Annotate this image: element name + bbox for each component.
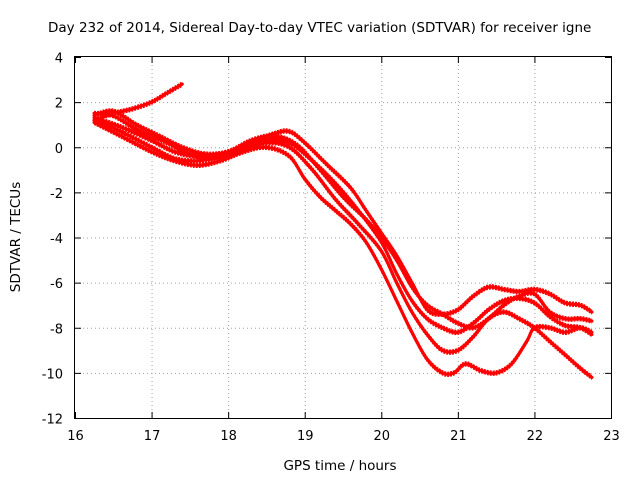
series-marks-curve-d bbox=[93, 119, 593, 338]
series-marks-curve-b bbox=[94, 110, 593, 313]
series-line-curve-f bbox=[92, 120, 594, 376]
series-marks-curve-c bbox=[93, 112, 593, 331]
series-marks-curve-c bbox=[93, 108, 593, 327]
tick-layer bbox=[75, 57, 612, 419]
series-marks-curve-e bbox=[93, 117, 593, 376]
y-tick-label: 2 bbox=[55, 97, 63, 112]
series-line-curve-d bbox=[92, 116, 594, 337]
x-axis-label: GPS time / hours bbox=[283, 458, 396, 474]
x-tick-label: 19 bbox=[297, 429, 314, 444]
y-tick-label: -10 bbox=[42, 367, 63, 382]
y-tick-label: -2 bbox=[50, 187, 63, 202]
x-tick-label: 16 bbox=[67, 429, 84, 444]
series-line-curve-e bbox=[92, 118, 594, 379]
grid-layer bbox=[75, 57, 611, 418]
y-tick-label: -12 bbox=[42, 413, 63, 428]
y-tick-label: -6 bbox=[50, 277, 63, 292]
x-tick-label: 20 bbox=[374, 429, 391, 444]
plot-frame bbox=[74, 56, 612, 419]
x-tick-label: 21 bbox=[450, 429, 467, 444]
series-marks-curve-f bbox=[93, 123, 593, 377]
y-tick-labels: -12 -10 -8 -6 -4 -2 0 2 4 bbox=[42, 52, 63, 428]
y-tick-label: -4 bbox=[50, 232, 63, 247]
y-tick-label: 0 bbox=[55, 142, 63, 157]
series-line-curve-b bbox=[92, 111, 594, 316]
x-tick-label: 17 bbox=[144, 429, 161, 444]
series-marks-curve-d bbox=[93, 115, 593, 334]
series-marks-curve-e bbox=[93, 121, 593, 380]
x-tick-label: 23 bbox=[603, 429, 620, 444]
series-marks-curve-f bbox=[93, 119, 593, 373]
y-tick-label: -8 bbox=[50, 322, 63, 337]
y-axis-label: SDTVAR / TECUs bbox=[8, 182, 24, 292]
y-tick-label: 4 bbox=[55, 52, 63, 67]
series-line-curve-c bbox=[92, 109, 594, 330]
x-tick-label: 22 bbox=[527, 429, 544, 444]
series-layer bbox=[92, 81, 594, 380]
x-tick-label: 18 bbox=[220, 429, 237, 444]
x-tick-labels: 16 17 18 19 20 21 22 23 bbox=[67, 429, 620, 444]
chart-title: Day 232 of 2014, Sidereal Day-to-day VTE… bbox=[48, 20, 591, 36]
